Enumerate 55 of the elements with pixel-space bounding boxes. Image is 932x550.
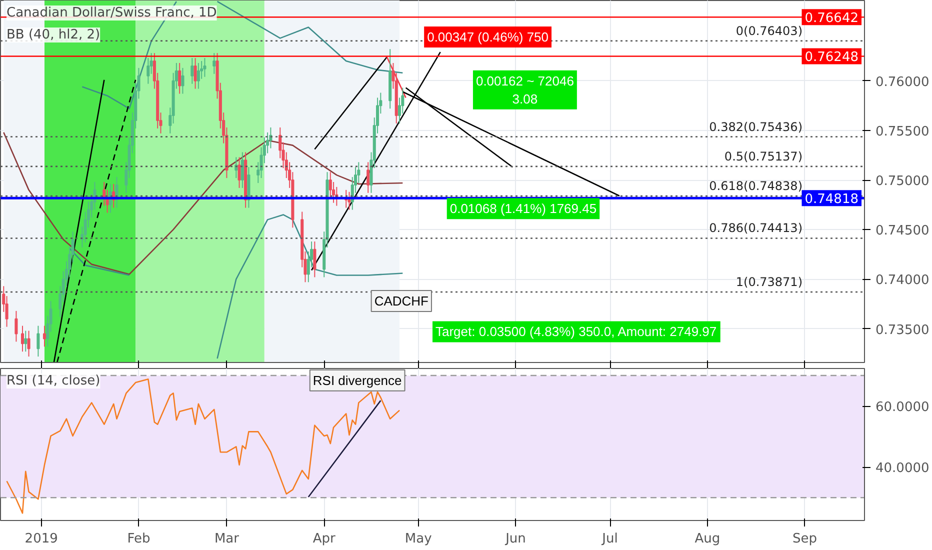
y-tick-label: 0.75000 — [876, 174, 930, 190]
candlestick — [190, 58, 194, 84]
candlestick — [42, 325, 46, 348]
candlestick — [238, 156, 241, 188]
x-tick-label: Jun — [504, 532, 526, 546]
candlestick — [366, 162, 370, 194]
ref-line-label: 0.618(0.74838) — [709, 179, 803, 194]
x-tick-label: 2019 — [24, 532, 58, 546]
annotation: RSI divergence — [312, 372, 402, 388]
chart-title: Canadian Dollar/Swiss Franc, 1D — [6, 6, 217, 20]
ref-line-label: 0.5(0.75137) — [724, 149, 803, 164]
ref-line-label: 0.76642 — [804, 11, 859, 26]
chart-title: RSI (14, close) — [6, 374, 100, 388]
ref-line-label: 0.382(0.75436) — [709, 120, 803, 134]
x-tick-label: Mar — [214, 532, 240, 546]
annotation: 0.01068 (1.41%) 1769.45 — [450, 201, 597, 216]
annotation: 0.00347 (0.46%) 750 — [427, 30, 549, 45]
text: BB (40, hl2, 2) — [6, 28, 100, 42]
candlestick — [24, 330, 28, 352]
x-tick-label: Feb — [127, 532, 150, 546]
y-tick-label: 0.74000 — [876, 273, 930, 288]
ref-line-label: 0.74818 — [804, 192, 859, 208]
y-tick-label: 0.73500 — [876, 322, 930, 338]
x-tick-label: Jul — [601, 532, 618, 546]
candlestick — [240, 152, 244, 188]
candlestick — [20, 325, 24, 352]
x-tick-label: Sep — [792, 532, 818, 546]
candlestick — [178, 62, 182, 94]
x-tick-label: May — [404, 532, 432, 546]
candlestick — [181, 67, 184, 94]
x-tick-label: Apr — [312, 532, 336, 546]
candlestick — [194, 58, 197, 90]
candlestick — [14, 310, 18, 342]
candlestick — [203, 58, 206, 78]
candlestick — [212, 52, 216, 74]
candlestick — [234, 156, 238, 179]
candlestick — [313, 241, 316, 278]
annotation: 0.00162 ~ 72046 3.08 — [476, 73, 574, 106]
ref-line-label: 0(0.76403) — [736, 24, 803, 38]
line-series — [2, 132, 404, 275]
x-tick-label: Aug — [694, 532, 720, 546]
candlestick — [348, 191, 351, 210]
candlestick — [36, 325, 40, 358]
y-tick-label: 0.74500 — [876, 224, 930, 239]
annotation: CADCHF — [374, 293, 429, 308]
y-tick-label: 0.75500 — [876, 124, 930, 140]
candlestick — [27, 330, 30, 358]
ref-line-label: 0.786(0.74413) — [709, 221, 803, 236]
y-tick-label: 0.76000 — [876, 74, 930, 90]
ref-line-label: 1(0.73871) — [736, 274, 803, 289]
ref-line-label: 0.76248 — [804, 50, 859, 66]
y-tick-label: 40.0000 — [876, 461, 930, 476]
y-tick-label: 60.0000 — [876, 400, 930, 416]
candlestick — [196, 62, 200, 90]
annotation: Target: 0.03500 (4.83%) 350.0, Amount: 2749.97 — [436, 324, 717, 340]
